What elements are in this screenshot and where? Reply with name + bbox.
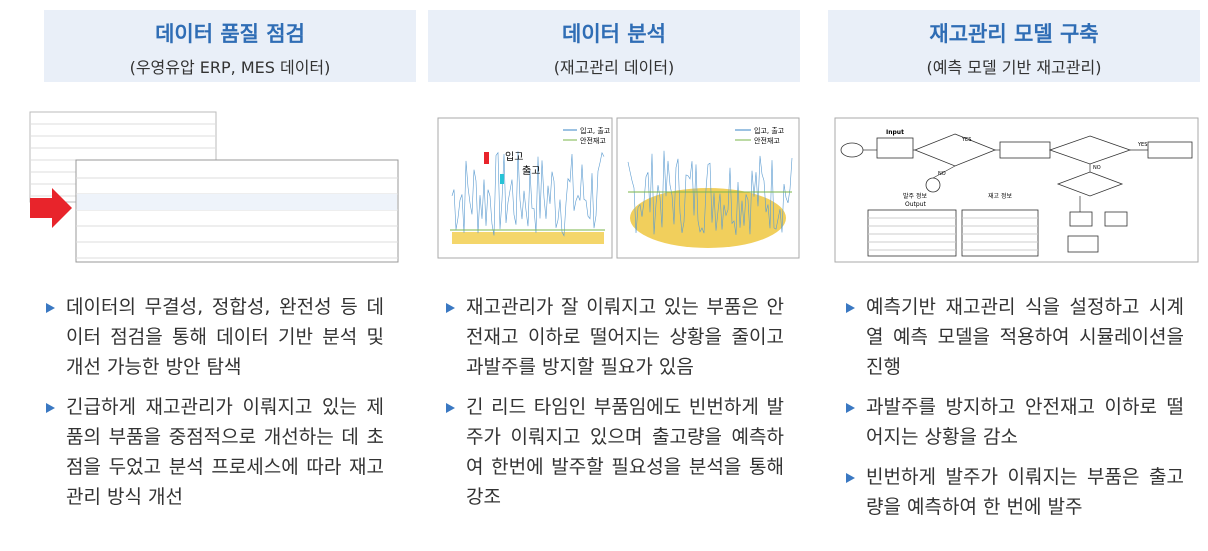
label: 입고: [505, 150, 523, 163]
table-front: [76, 160, 398, 262]
bullet-list: 재고관리가 잘 이뤄지고 있는 부품은 안전재고 이하로 떨어지는 상황을 줄이…: [444, 292, 784, 522]
bullet: 데이터의 무결성, 정합성, 완전성 등 데이터 점검을 통해 데이터 기반 분…: [44, 292, 384, 382]
marker: [484, 152, 489, 164]
bullet-list: 예측기반 재고관리 식을 설정하고 시계열 예측 모델을 적용하여 시뮬레이션을…: [844, 292, 1184, 532]
safety-band: [452, 232, 604, 244]
header: 데이터 분석 (재고관리 데이터): [428, 10, 800, 82]
subtitle: (재고관리 데이터): [428, 54, 800, 78]
title: 데이터 분석: [428, 18, 800, 48]
subtitle: (우영유압 ERP, MES 데이터): [44, 54, 416, 78]
bullet: 긴급하게 재고관리가 이뤄지고 있는 제품의 부품을 중점적으로 개선하는 데 …: [44, 392, 384, 512]
flow-label: 발주 정보: [903, 192, 927, 200]
legend: 입고, 출고: [754, 126, 785, 135]
bullet: 재고관리가 잘 이뤄지고 있는 부품은 안전재고 이하로 떨어지는 상황을 줄이…: [444, 292, 784, 382]
legend: 입고, 출고: [580, 126, 611, 135]
bullet: 긴 리드 타임인 부품임에도 빈번하게 발주가 이뤄지고 있으며 출고량을 예측…: [444, 392, 784, 512]
legend: 안전재고: [754, 136, 780, 145]
title: 데이터 품질 점검: [44, 18, 416, 48]
flow-label: Input: [886, 129, 904, 136]
bullet: 예측기반 재고관리 식을 설정하고 시계열 예측 모델을 적용하여 시뮬레이션을…: [844, 292, 1184, 382]
bullet: 빈번하게 발주가 이뤄지는 부품은 출고량을 예측하여 한 번에 발주: [844, 462, 1184, 522]
flow-label: 재고 정보: [988, 192, 1012, 200]
title: 재고관리 모델 구축: [828, 18, 1200, 48]
flow-label: NO: [1093, 165, 1101, 171]
marker: [500, 174, 504, 184]
flow-label: YES: [961, 137, 971, 143]
header: 데이터 품질 점검 (우영유압 ERP, MES 데이터): [44, 10, 416, 82]
flow-label: NO: [938, 171, 946, 177]
bullet: 과발주를 방지하고 안전재고 이하로 떨어지는 상황을 감소: [844, 392, 1184, 452]
bullet-list: 데이터의 무결성, 정합성, 완전성 등 데이터 점검을 통해 데이터 기반 분…: [44, 292, 384, 522]
legend: 안전재고: [580, 136, 606, 145]
slide: 입고 출고 입고, 출고 안전재고 입고, 출고 안전재고: [0, 0, 1208, 551]
header: 재고관리 모델 구축 (예측 모델 기반 재고관리): [828, 10, 1200, 82]
label: 출고: [522, 165, 540, 177]
flow-label: Output: [905, 201, 926, 208]
row-highlight: [77, 194, 397, 210]
subtitle: (예측 모델 기반 재고관리): [828, 54, 1200, 78]
flow-label: YES: [1137, 142, 1147, 148]
